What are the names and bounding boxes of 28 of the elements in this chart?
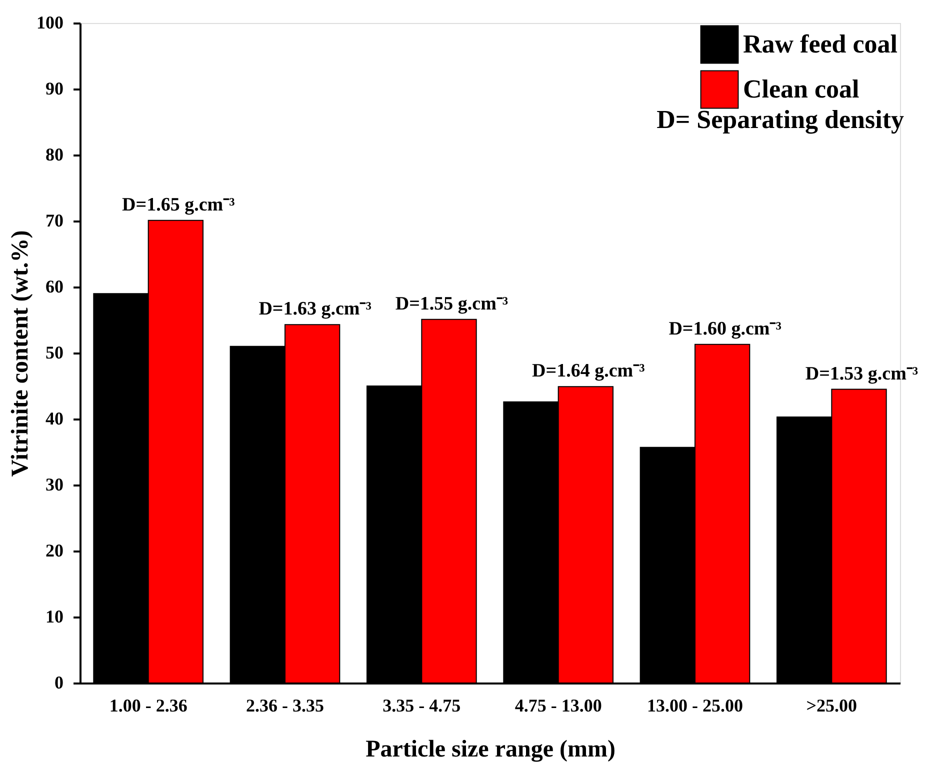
y-tick-label: 30 xyxy=(46,474,64,494)
x-axis-title: Particle size range (mm) xyxy=(366,736,616,762)
x-tick-label: 3.35 - 4.75 xyxy=(382,696,461,716)
legend-label: Raw feed coal xyxy=(743,30,898,58)
annotation: D=1.60 g.cm⁻³ xyxy=(668,318,782,340)
y-tick-label: 40 xyxy=(46,408,64,428)
annotation: D=1.63 g.cm⁻³ xyxy=(258,298,372,320)
x-tick-label: 1.00 - 2.36 xyxy=(109,696,188,716)
y-tick-label: 10 xyxy=(46,606,64,626)
y-tick-label: 70 xyxy=(46,210,64,230)
x-tick-label: 13.00 - 25.00 xyxy=(647,696,743,716)
y-tick-label: 0 xyxy=(54,672,64,692)
annotation: D=1.55 g.cm⁻³ xyxy=(395,293,508,314)
y-tick-label: 90 xyxy=(46,78,64,98)
y-tick-label: 80 xyxy=(46,144,64,164)
y-axis-title: Vitrinite content (wt.%) xyxy=(8,230,34,477)
y-tick-label: 60 xyxy=(46,276,64,296)
x-tick-label: 4.75 - 13.00 xyxy=(514,696,602,716)
x-tick-label: 2.36 - 3.35 xyxy=(246,696,324,716)
y-tick-label: 50 xyxy=(46,342,64,362)
annotation: D=1.65 g.cm⁻³ xyxy=(122,194,236,216)
y-tick-label: 100 xyxy=(36,12,64,32)
legend-label: Clean coal xyxy=(743,74,860,104)
y-tick-label: 20 xyxy=(46,540,64,560)
annotation: D= Separating density xyxy=(656,105,904,134)
annotation: D=1.53 g.cm⁻³ xyxy=(805,363,918,384)
annotation: D=1.64 g.cm⁻³ xyxy=(532,360,646,382)
x-tick-label: >25.00 xyxy=(806,696,858,716)
